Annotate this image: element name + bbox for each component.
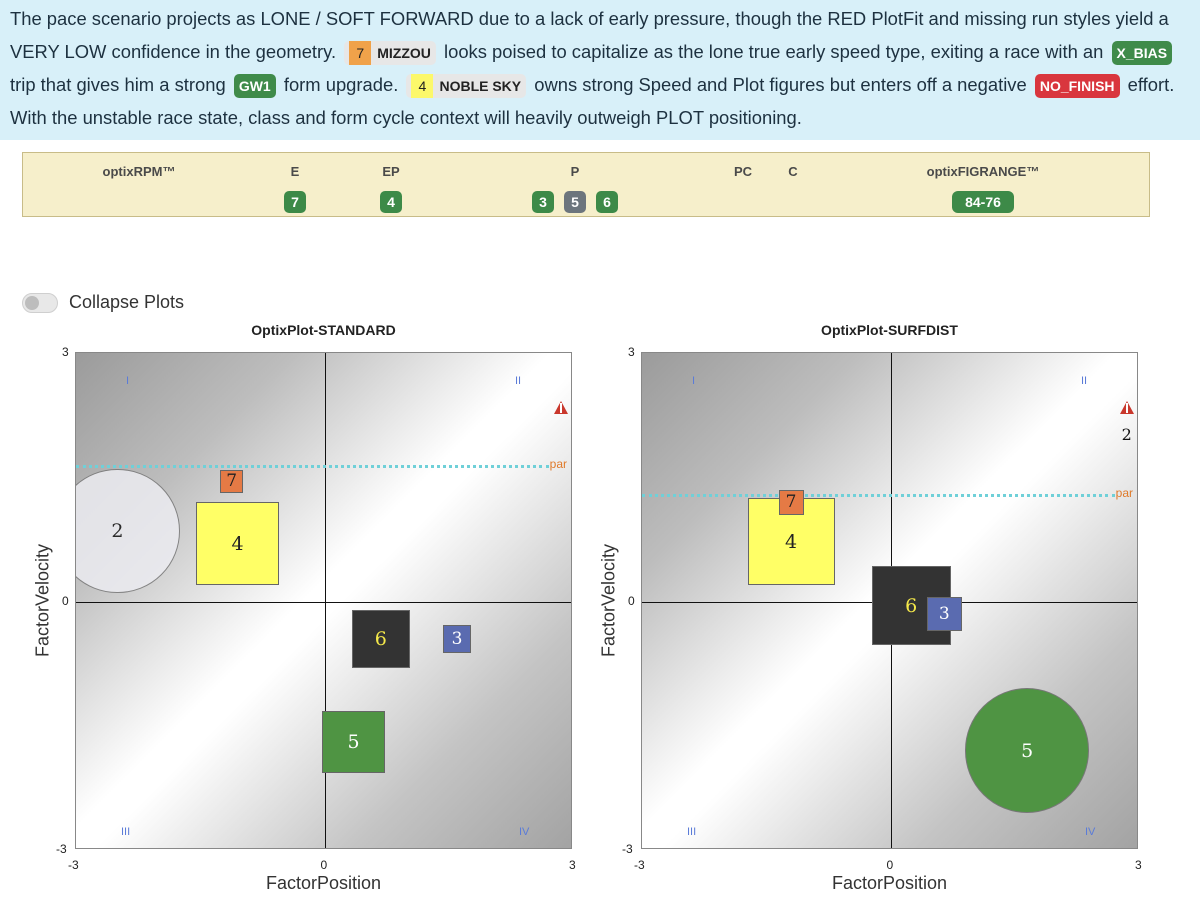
pace-column-c: C — [788, 164, 798, 179]
plot-title: OptixPlot-SURFDIST — [821, 322, 958, 338]
x-tick-label: 0 — [886, 858, 894, 872]
pin-label: 2 — [1121, 424, 1132, 444]
quadrant-label-2: II — [1081, 375, 1088, 387]
collapse-plots-toggle[interactable] — [22, 293, 58, 313]
horse-chip-number: 4 — [411, 74, 434, 98]
y-tick-label: -3 — [56, 842, 67, 856]
par-label: par — [1115, 485, 1133, 500]
pace-scenario-header: optixRPM™ optixFIGRANGE™ 84-76 E 7 EP 4 P 3 5 6… — [22, 152, 1150, 217]
pace-badge-horse-7[interactable]: 7 — [284, 191, 306, 213]
axis-zero-vertical — [324, 353, 326, 848]
effort-tag-no-finish[interactable]: NO_FINISH — [1034, 74, 1120, 98]
pace-analysis-summary: The pace scenario projects as LONE / SOF… — [0, 0, 1200, 140]
pace-column-pc: PC — [733, 164, 753, 179]
pace-badge-horse-4[interactable]: 4 — [380, 191, 402, 213]
x-axis-label: FactorPosition — [831, 873, 948, 893]
pace-column-p: P — [570, 164, 580, 179]
quadrant-label-4: IV — [1085, 826, 1096, 838]
pace-badge-horse-5[interactable]: 5 — [564, 191, 586, 213]
x-axis-label: FactorPosition — [265, 873, 382, 893]
horse-chip-noble-sky[interactable]: 4 NOBLE SKY — [406, 74, 527, 98]
y-tick-label: 0 — [62, 593, 69, 608]
pace-pin-icon — [1119, 400, 1134, 414]
toggle-knob — [25, 296, 39, 310]
quadrant-label-3: III — [121, 826, 131, 838]
plot-title: OptixPlot-STANDARD — [251, 322, 396, 338]
quadrant-label-1: I — [126, 375, 130, 387]
pace-column-ep: EP — [382, 164, 400, 179]
y-tick-label: 0 — [628, 593, 635, 608]
quadrant-label-1: I — [692, 375, 696, 387]
trip-tag-x-bias[interactable]: X_BIAS — [1111, 41, 1173, 65]
analysis-text-2: looks poised to capitalize as the lone t… — [444, 41, 1104, 62]
analysis-text-6: effort. With the unstable race state, cl… — [10, 74, 1175, 128]
plot-marker-horse-3[interactable]: 3 — [926, 596, 962, 632]
quadrant-label-4: IV — [519, 826, 530, 838]
pace-badge-horse-6[interactable]: 6 — [596, 191, 618, 213]
x-tick-label: 3 — [569, 858, 576, 872]
collapse-plots-label: Collapse Plots — [69, 292, 185, 312]
form-tag-gw1[interactable]: GW1 — [233, 74, 276, 98]
y-tick-label: -3 — [622, 842, 633, 856]
horse-chip-number: 7 — [349, 41, 372, 65]
par-line — [76, 464, 549, 468]
optix-figrange-label: optixFIGRANGE™ — [926, 164, 1040, 179]
plot-marker-horse-4[interactable]: 4 — [196, 502, 279, 585]
x-tick-label: 3 — [1135, 858, 1142, 872]
analysis-text-5: owns strong Speed and Plot figures but e… — [534, 74, 1027, 95]
plot-marker-horse-5[interactable]: 5 — [965, 688, 1090, 813]
analysis-text-1: The pace scenario projects as LONE / SOF… — [10, 8, 1169, 62]
plot-marker-horse-4[interactable]: 4 — [747, 498, 835, 586]
pace-badge-horse-3[interactable]: 3 — [532, 191, 554, 213]
horse-chip-name: NOBLE SKY — [439, 78, 522, 94]
horse-chip-name: MIZZOU — [377, 45, 431, 61]
plot-optixplot-surfdist: par I II III IV 2 4 7 6 3 5 — [641, 352, 1138, 849]
analysis-text-4: form upgrade. — [283, 74, 399, 95]
plot-marker-horse-7[interactable]: 7 — [220, 469, 244, 493]
x-tick-label: -3 — [68, 858, 79, 872]
x-tick-label: 0 — [320, 858, 328, 872]
plot-marker-horse-3[interactable]: 3 — [442, 624, 472, 653]
par-label: par — [549, 456, 567, 471]
analysis-text-3: trip that gives him a strong — [10, 74, 226, 95]
quadrant-label-2: II — [515, 375, 522, 387]
pace-pin-icon — [553, 400, 568, 414]
plot-marker-horse-6[interactable]: 6 — [351, 609, 410, 668]
quadrant-label-3: III — [687, 826, 697, 838]
y-tick-label: 3 — [628, 345, 635, 359]
par-line — [642, 493, 1115, 497]
y-axis-label: FactorVelocity — [32, 543, 53, 658]
plot-marker-horse-7[interactable]: 7 — [778, 489, 804, 515]
pace-column-e: E — [290, 164, 300, 179]
optix-rpm-label: optixRPM™ — [102, 164, 176, 179]
y-axis-label: FactorVelocity — [598, 543, 619, 658]
y-tick-label: 3 — [62, 345, 69, 359]
axis-zero-horizontal — [76, 601, 571, 603]
plot-marker-horse-2[interactable]: 2 — [76, 468, 180, 594]
horse-chip-mizzou[interactable]: 7 MIZZOU — [344, 41, 436, 65]
plot-marker-horse-5[interactable]: 5 — [322, 711, 385, 774]
figrange-badge: 84-76 — [952, 191, 1014, 213]
x-tick-label: -3 — [634, 858, 645, 872]
plot-optixplot-standard: par I II III IV 2 4 7 6 3 5 — [75, 352, 572, 849]
